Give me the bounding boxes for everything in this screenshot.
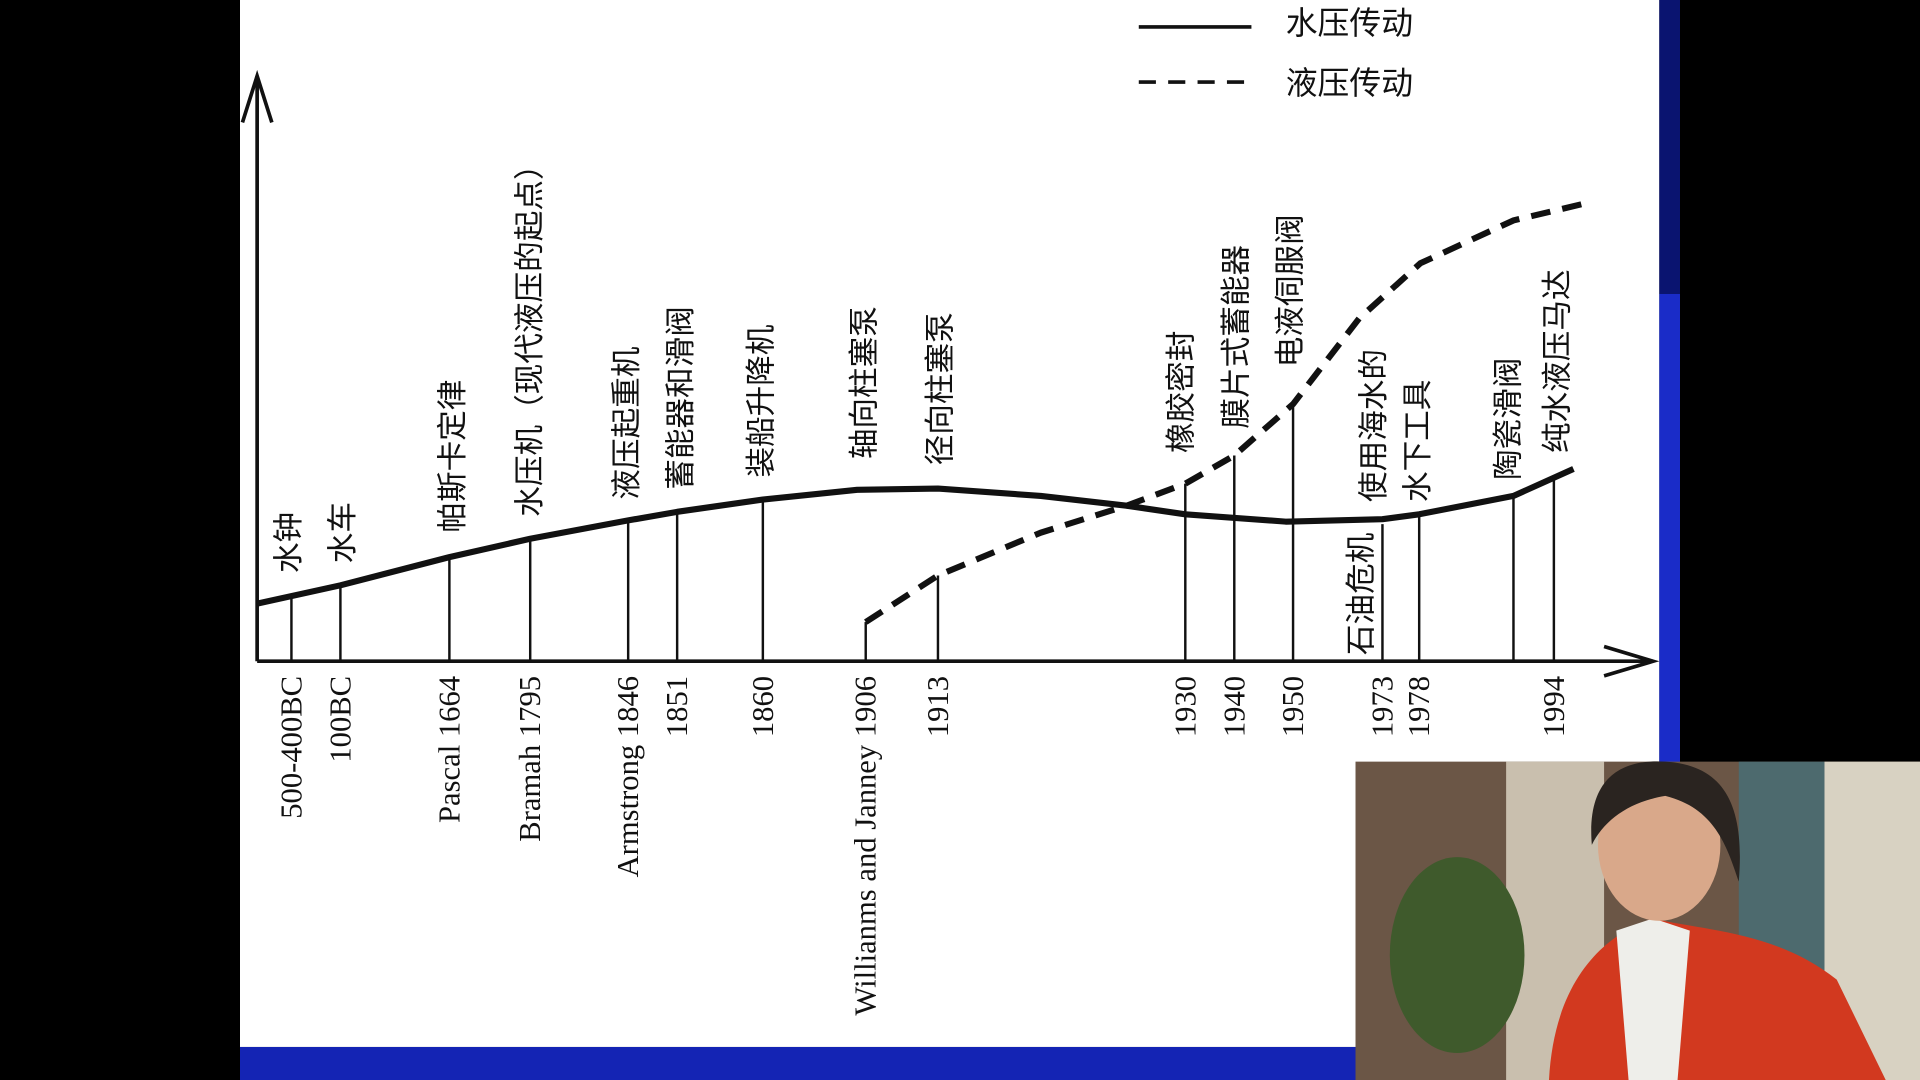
year-label: 1930 xyxy=(1168,676,1202,737)
year-label: Armstrong 1846 xyxy=(611,676,645,878)
year-label: 1950 xyxy=(1276,676,1310,737)
event-label: 橡胶密封 xyxy=(1165,331,1199,453)
y-arrow xyxy=(240,69,274,124)
event-label: 水下工具 xyxy=(1401,380,1435,502)
year-label: 1994 xyxy=(1537,676,1571,737)
year-label: 100BC xyxy=(323,676,357,763)
event-label: 水车 xyxy=(326,502,360,563)
year-label: 1851 xyxy=(660,676,694,737)
year-label: 1940 xyxy=(1217,676,1251,737)
event-label: 液压起重机 xyxy=(610,347,644,500)
timeline-diagram: 水压传动 液压传动 500-400BC 水钟 100BC 水车 Pascal 1664 帕… xyxy=(240,6,1660,1016)
event-label: 石油危机 xyxy=(1345,533,1379,655)
person-collar xyxy=(1616,918,1690,1080)
year-label: 1973 xyxy=(1365,676,1399,737)
event-label: 使用海水的 xyxy=(1357,349,1391,502)
year-label: 1978 xyxy=(1402,676,1436,737)
year-label: Pascal 1664 xyxy=(432,676,466,823)
year-label: Bramah 1795 xyxy=(513,676,547,842)
person-hair xyxy=(1591,761,1740,882)
plant xyxy=(1389,857,1525,1054)
year-label: Willianms and Janney 1906 xyxy=(849,676,883,1016)
event-label: 纯水液压马达 xyxy=(1541,269,1575,453)
event-label: 电液伺服阀 xyxy=(1274,214,1308,367)
legend-label: 水压传动 xyxy=(1286,6,1413,41)
event-label: 装船升降机 xyxy=(745,325,779,478)
year-label: 1860 xyxy=(746,676,780,737)
event-label: 水压机（现代液压的起点） xyxy=(513,149,547,516)
year-label: 500-400BC xyxy=(274,676,308,819)
water-hydraulics-curve xyxy=(256,466,1575,607)
oil-hydraulics-curve xyxy=(864,200,1587,625)
webcam xyxy=(1355,761,1920,1080)
slide-edge xyxy=(1659,293,1680,784)
x-arrow xyxy=(1603,644,1660,678)
slide-footer xyxy=(240,1046,1356,1080)
event-label: 陶瓷滑阀 xyxy=(1492,358,1526,480)
event-label: 径向柱塞泵 xyxy=(923,312,957,465)
event-label: 蓄能器和滑阀 xyxy=(664,306,698,490)
event-label: 水钟 xyxy=(272,512,306,573)
event-label: 膜片式蓄能器 xyxy=(1220,245,1254,429)
slide-edge xyxy=(1659,0,1680,294)
event-label: 轴向柱塞泵 xyxy=(847,306,881,459)
legend-label: 液压传动 xyxy=(1286,66,1413,101)
year-label: 1913 xyxy=(921,676,955,737)
event-label: 帕斯卡定律 xyxy=(436,380,470,533)
